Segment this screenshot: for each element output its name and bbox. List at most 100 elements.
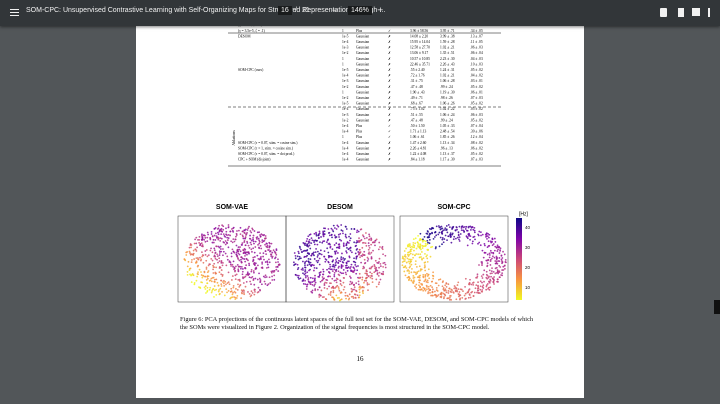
scatter-point [206,236,209,239]
scatter-point [425,281,428,283]
scatter-point [474,238,476,241]
scatter-point [205,279,208,281]
scatter-point [314,281,317,284]
scatter-point [246,271,249,274]
scatter-point [250,270,253,273]
table-cell: Gaussian [356,68,369,72]
scatter-point [196,257,199,259]
scatter-point [445,291,448,294]
scatter-point [489,260,492,262]
scatter-point [226,291,228,294]
scatter-point [477,289,479,292]
scatter-point [318,230,321,233]
scatter-point [414,260,417,263]
scatter-point [420,288,423,291]
scatter-point [364,261,367,264]
scatter-point [410,258,413,261]
scatter-point [221,224,224,227]
scatter-point [209,263,211,266]
scatter-point [432,294,434,297]
scatter-point [213,278,216,281]
scatter-point [485,288,488,291]
scatter-point [208,288,211,291]
scatter-point [308,253,310,256]
table-cell: 1.05 ± .33 [440,124,455,128]
scatter-point [412,277,415,279]
scatter-point [239,226,242,229]
scatter-point [248,237,251,240]
scatter-point [216,281,219,284]
zoom-in[interactable]: + [378,5,384,15]
scatter-point [409,265,412,268]
scatter-point [445,229,448,231]
scatter-point [240,289,243,292]
scatter-point [199,287,202,289]
menu-icon[interactable] [10,9,19,11]
scatter-point [464,285,466,288]
scatter-point [494,272,497,275]
scatter-point [251,250,253,253]
scatter-point [417,245,419,248]
scatter-point [485,284,488,287]
scatter-point [442,229,445,232]
scatter-point [358,288,361,291]
scatter-point [319,241,321,244]
scatter-point [486,277,489,280]
print-icon[interactable] [692,8,700,16]
scatter-point [408,276,410,279]
scatter-point [440,293,443,296]
scatter-point [253,264,256,266]
scatter-point [418,284,420,287]
scatter-point [317,259,320,262]
scatter-point [312,253,315,255]
scatter-point [250,243,253,246]
scatter-point [476,275,479,278]
download-icon[interactable] [678,8,684,17]
scatter-point [196,275,199,278]
scatter-point [480,234,482,237]
scatter-point [435,246,437,248]
scatter-point [319,249,322,252]
scatter-point [330,227,333,230]
scatter-point [209,236,211,239]
scatter-point [422,286,425,289]
scatter-point [230,240,233,243]
scatter-point [337,273,340,276]
scatter-point [236,294,239,297]
scatter-point [368,235,371,238]
scatter-point [219,237,222,240]
zoom-input[interactable]: 146% [348,6,372,15]
page-input[interactable]: 16 [278,6,292,15]
scatter-point [216,231,219,234]
scatter-point [418,246,421,249]
zoom-out[interactable]: − [332,5,338,15]
scatter-point [410,263,413,266]
scatter-point [203,286,206,289]
scatter-point [212,287,215,290]
scatter-point [247,244,250,247]
scatter-point [318,252,321,255]
scatter-point [331,270,334,273]
scatter-point [498,257,501,259]
scatter-point [494,245,497,248]
scatter-point [337,286,340,289]
scatter-point [220,262,223,264]
scatter-point [240,258,242,261]
scatter-point [302,260,304,263]
scatter-point [444,234,447,237]
scatter-point [201,233,203,236]
scatter-point [190,246,192,249]
scatter-point [415,247,418,250]
scatter-point [204,253,207,256]
table-cell: Gaussian [356,118,369,122]
scatter-point [358,248,361,251]
scatter-point [496,270,499,273]
rotate-icon[interactable] [660,8,667,17]
table-cell: .84 ± 1.18 [410,158,425,162]
scatter-point [203,238,206,241]
scatter-point [265,242,268,245]
scatter-point [498,276,501,279]
more-icon[interactable] [708,8,710,17]
scatter-point [210,257,213,260]
scatter-point [402,256,404,259]
